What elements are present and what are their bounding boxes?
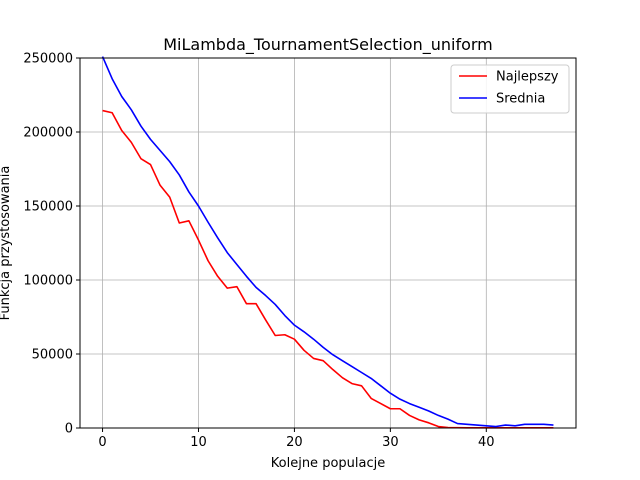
y-tick-label: 0 (65, 422, 73, 437)
axis-ticks: 0 10 20 30 40 0 50000 100000 150000 200000 250000 (23, 52, 494, 451)
y-tick-label: 150000 (23, 200, 73, 215)
y-tick-label: 100000 (23, 274, 73, 289)
y-axis-label: Funkcja przystosowania (0, 166, 13, 321)
chart-title: MiLambda_TournamentSelection_uniform (163, 35, 493, 55)
legend-box (450, 64, 570, 114)
legend-label-najlepszy: Najlepszy (496, 70, 559, 85)
x-tick-label: 0 (98, 435, 106, 450)
series-line-srednia (101, 56, 554, 428)
y-tick-label: 50000 (32, 348, 73, 363)
legend-label-srednia: Srednia (496, 92, 545, 107)
legend: Najlepszy Srednia (450, 64, 570, 114)
x-tick-label: 30 (382, 435, 399, 450)
x-axis-label: Kolejne populacje (271, 456, 385, 471)
y-tick-label: 200000 (23, 126, 73, 141)
x-tick-label: 20 (286, 435, 303, 450)
x-tick-label: 40 (478, 435, 495, 450)
plot-area-frame (79, 57, 577, 429)
x-tick-label: 10 (190, 435, 207, 450)
y-tick-label: 250000 (23, 52, 73, 67)
